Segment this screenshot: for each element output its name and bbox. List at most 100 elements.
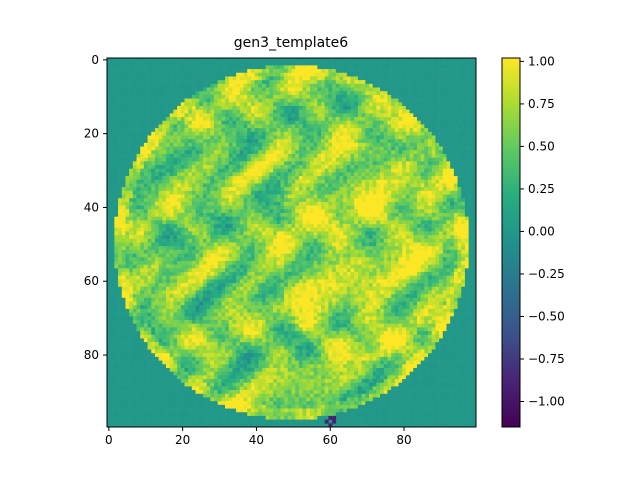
- heatmap-cell: [140, 128, 145, 133]
- heatmap-cell: [110, 76, 115, 81]
- heatmap-cell: [409, 131, 414, 136]
- heatmap-cell: [273, 183, 278, 188]
- heatmap-cell: [280, 168, 285, 173]
- heatmap-cell: [457, 224, 462, 229]
- heatmap-cell: [295, 220, 300, 225]
- heatmap-cell: [450, 150, 455, 155]
- heatmap-cell: [317, 102, 322, 107]
- heatmap-cell: [236, 117, 241, 122]
- heatmap-cell: [243, 235, 248, 240]
- heatmap-cell: [343, 65, 348, 70]
- heatmap-cell: [254, 76, 259, 81]
- heatmap-cell: [339, 227, 344, 232]
- heatmap-cell: [276, 205, 281, 210]
- heatmap-cell: [442, 212, 447, 217]
- heatmap-cell: [276, 190, 281, 195]
- heatmap-cell: [243, 131, 248, 136]
- heatmap-cell: [442, 58, 447, 62]
- heatmap-cell: [464, 157, 469, 162]
- heatmap-cell: [420, 194, 425, 199]
- heatmap-cell: [295, 201, 300, 206]
- heatmap-cell: [121, 124, 126, 129]
- heatmap-cell: [206, 91, 211, 96]
- heatmap-cell: [439, 61, 444, 66]
- heatmap-cell: [184, 131, 189, 136]
- heatmap-cell: [298, 109, 303, 114]
- heatmap-cell: [343, 124, 348, 129]
- heatmap-cell: [180, 65, 185, 70]
- heatmap-cell: [383, 102, 388, 107]
- heatmap-cell: [424, 117, 429, 122]
- heatmap-cell: [173, 153, 178, 158]
- heatmap-cell: [140, 238, 145, 243]
- heatmap-cell: [228, 69, 233, 74]
- heatmap-cell: [199, 58, 204, 62]
- heatmap-cell: [284, 198, 289, 203]
- heatmap-cell: [350, 153, 355, 158]
- heatmap-cell: [243, 165, 248, 169]
- heatmap-cell: [372, 76, 377, 81]
- heatmap-cell: [468, 91, 473, 96]
- heatmap-cell: [173, 220, 178, 225]
- heatmap-cell: [107, 98, 111, 103]
- heatmap-cell: [402, 212, 407, 217]
- heatmap-cell: [107, 194, 111, 199]
- heatmap-cell: [269, 146, 274, 151]
- heatmap-cell: [214, 65, 218, 70]
- heatmap-cell: [405, 87, 410, 92]
- heatmap-cell: [166, 150, 171, 155]
- heatmap-cell: [147, 150, 152, 155]
- heatmap-cell: [405, 205, 410, 210]
- heatmap-cell: [261, 150, 266, 155]
- heatmap-cell: [228, 190, 233, 195]
- heatmap-cell: [250, 105, 255, 110]
- heatmap-cell: [250, 113, 255, 118]
- heatmap-cell: [191, 227, 196, 232]
- heatmap-cell: [302, 87, 307, 92]
- heatmap-cell: [306, 120, 311, 125]
- heatmap-cell: [261, 102, 266, 107]
- heatmap-cell: [125, 146, 130, 151]
- heatmap-cell: [206, 87, 211, 92]
- heatmap-cell: [206, 179, 211, 184]
- heatmap-cell: [236, 224, 241, 229]
- heatmap-cell: [143, 183, 148, 188]
- heatmap-cell: [295, 98, 300, 103]
- heatmap-cell: [313, 231, 318, 236]
- heatmap-cell: [453, 198, 458, 203]
- heatmap-cell: [258, 238, 263, 243]
- heatmap-cell: [394, 102, 399, 107]
- heatmap-cell: [453, 102, 458, 107]
- heatmap-cell: [225, 216, 230, 221]
- heatmap-cell: [110, 139, 115, 144]
- heatmap-cell: [121, 98, 126, 103]
- heatmap-cell: [346, 179, 351, 184]
- heatmap-cell: [121, 168, 126, 173]
- heatmap-cell: [125, 220, 130, 225]
- heatmap-cell: [140, 216, 145, 221]
- heatmap-cell: [420, 109, 425, 114]
- heatmap-cell: [195, 227, 200, 232]
- heatmap-cell: [346, 109, 351, 114]
- heatmap-cell: [206, 98, 211, 103]
- heatmap-cell: [151, 135, 156, 140]
- heatmap-cell: [324, 76, 329, 81]
- heatmap-cell: [328, 216, 333, 221]
- heatmap-cell: [265, 161, 270, 166]
- heatmap-cell: [177, 168, 182, 173]
- heatmap-cell: [468, 235, 473, 240]
- heatmap-cell: [372, 94, 377, 99]
- heatmap-cell: [151, 172, 156, 177]
- heatmap-cell: [405, 94, 410, 99]
- heatmap-cell: [225, 201, 230, 206]
- heatmap-cell: [206, 198, 211, 203]
- heatmap-cell: [191, 87, 196, 92]
- heatmap-cell: [195, 209, 200, 214]
- heatmap-cell: [372, 83, 377, 88]
- heatmap-cell: [202, 220, 207, 225]
- heatmap-cell: [368, 61, 373, 66]
- heatmap-cell: [428, 224, 433, 229]
- heatmap-cell: [306, 139, 311, 144]
- heatmap-cell: [221, 165, 226, 169]
- heatmap-cell: [188, 168, 193, 173]
